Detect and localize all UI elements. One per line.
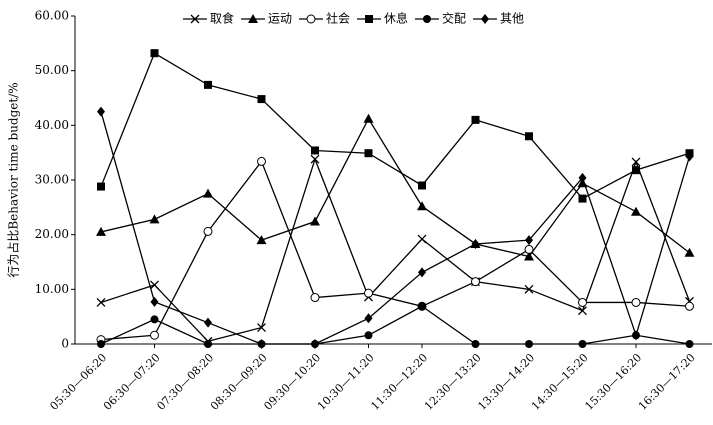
series-line (100, 305, 690, 345)
legend-label: 取食 (210, 11, 234, 26)
marker (203, 188, 213, 198)
marker (525, 235, 533, 246)
legend-marker (306, 14, 316, 24)
marker (96, 226, 106, 236)
marker (578, 340, 587, 348)
marker (257, 156, 266, 166)
marker (311, 339, 319, 349)
legend-label: 运动 (268, 12, 292, 26)
marker (363, 113, 374, 123)
marker (364, 313, 373, 324)
marker (471, 238, 480, 249)
legend-marker (190, 14, 200, 24)
legend-label: 休息 (384, 11, 408, 26)
marker (632, 166, 640, 175)
marker (632, 330, 640, 341)
series-line (100, 52, 690, 200)
marker (150, 330, 159, 340)
x-tick-label: 16:30—17:20 (636, 351, 698, 413)
marker (685, 151, 694, 162)
marker (631, 157, 641, 167)
marker (311, 146, 319, 155)
y-tick-label: 60.00 (35, 9, 69, 23)
marker (149, 214, 160, 224)
marker (578, 297, 587, 307)
marker (364, 288, 373, 298)
marker (525, 340, 533, 348)
marker (524, 284, 534, 294)
marker (257, 339, 266, 349)
marker (150, 49, 159, 58)
marker (578, 194, 587, 203)
marker (685, 340, 694, 348)
marker (417, 201, 427, 211)
marker (578, 306, 587, 316)
marker (150, 296, 159, 307)
y-tick-label: 30.00 (35, 173, 69, 187)
y-tick-label: 50.00 (35, 63, 69, 77)
y-tick-label: 0 (61, 337, 69, 351)
marker (150, 280, 159, 290)
legend-marker (423, 15, 431, 23)
marker (257, 323, 266, 333)
marker (204, 80, 212, 89)
marker (685, 301, 694, 311)
y-tick-label: 20.00 (35, 227, 69, 241)
marker (204, 340, 212, 348)
marker (97, 340, 105, 348)
marker (418, 267, 426, 278)
legend-label: 社会 (326, 11, 350, 26)
marker (150, 315, 159, 324)
series-line (100, 157, 691, 342)
marker (471, 115, 480, 124)
y-tick-label: 10.00 (35, 282, 69, 296)
marker (524, 251, 534, 261)
legend-label: 交配 (442, 11, 466, 26)
legend-marker (248, 14, 258, 23)
marker (256, 235, 267, 245)
marker (364, 331, 373, 340)
marker (471, 277, 480, 287)
marker (418, 181, 426, 190)
marker (204, 317, 212, 328)
marker (310, 216, 320, 226)
series-line (100, 160, 690, 341)
marker (418, 302, 426, 311)
marker (631, 206, 641, 216)
marker (578, 172, 587, 183)
marker (203, 226, 213, 236)
marker (364, 149, 373, 158)
marker (97, 182, 105, 191)
series-line (100, 111, 691, 345)
marker (524, 244, 534, 254)
marker (525, 132, 533, 141)
legend-marker (481, 14, 489, 24)
marker (310, 293, 320, 303)
legend-marker (365, 15, 373, 23)
marker (631, 297, 641, 307)
y-tick-label: 40.00 (35, 118, 69, 132)
marker (684, 247, 695, 257)
marker (97, 106, 105, 117)
legend-label: 其他 (500, 12, 524, 26)
marker (257, 95, 266, 104)
marker (310, 154, 320, 164)
marker (96, 297, 106, 307)
y-axis-label: 行为占比Behavior time budget/% (6, 82, 21, 277)
series-line (100, 117, 690, 258)
marker (471, 340, 480, 348)
marker (417, 234, 427, 244)
